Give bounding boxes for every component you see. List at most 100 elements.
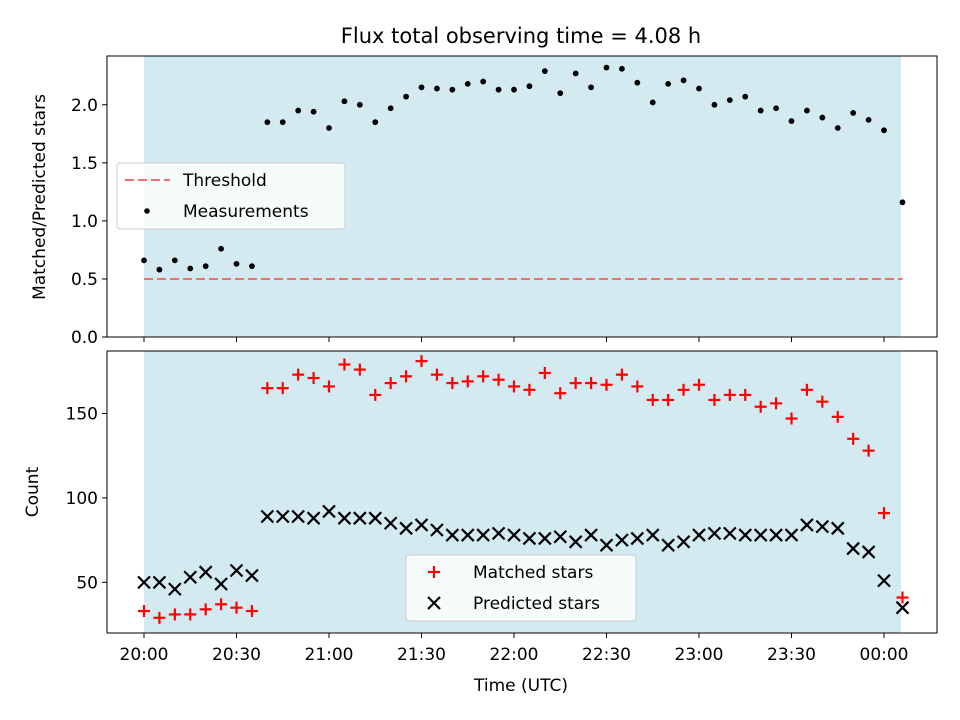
predicted-star-point bbox=[414, 518, 429, 532]
matched-star-point bbox=[631, 380, 644, 393]
matched-legend-marker bbox=[428, 566, 440, 578]
predicted-star-point bbox=[895, 600, 910, 615]
matched-star-point bbox=[847, 432, 860, 445]
matched-star-point bbox=[677, 383, 690, 396]
matched-star-point bbox=[538, 366, 551, 379]
matched-star-point bbox=[693, 378, 705, 391]
measurement-point bbox=[341, 98, 348, 105]
top-x-ticks bbox=[143, 337, 885, 342]
matched-star-point bbox=[862, 444, 875, 457]
measurement-point bbox=[881, 127, 887, 134]
predicted-star-point bbox=[337, 511, 352, 525]
x-tick-label: 20:00 bbox=[120, 645, 169, 665]
measurement-point bbox=[387, 105, 394, 112]
measurement-point bbox=[665, 80, 672, 87]
measurement-point bbox=[310, 108, 317, 115]
top-y-ticks: 0.0 0.5 1.0 1.5 2.0 bbox=[71, 96, 107, 348]
matched-star-point bbox=[245, 605, 258, 618]
measurement-point bbox=[171, 257, 178, 264]
measurement-point bbox=[726, 97, 733, 104]
measurement-point bbox=[418, 84, 425, 91]
predicted-star-point bbox=[676, 535, 691, 549]
matched-star-point bbox=[569, 377, 582, 390]
bottom-y-tick-label: 50 bbox=[76, 573, 98, 593]
matched-star-point bbox=[276, 382, 289, 395]
measurement-point bbox=[788, 118, 795, 124]
measurement-point bbox=[834, 125, 841, 131]
matched-star-point bbox=[646, 393, 659, 406]
predicted-star-point bbox=[214, 577, 228, 591]
measurement-point bbox=[757, 107, 764, 114]
top-axes-frame bbox=[106, 55, 938, 338]
measurement-point bbox=[865, 116, 872, 123]
measurement-point bbox=[326, 125, 332, 131]
matched-star-point bbox=[292, 368, 305, 381]
matched-star-point bbox=[662, 393, 675, 406]
top-legend: Threshold Measurements bbox=[116, 162, 346, 230]
matched-star-point bbox=[708, 393, 721, 406]
matched-star-point bbox=[831, 410, 844, 423]
predicted-star-point bbox=[692, 528, 706, 542]
predicted-star-point bbox=[723, 526, 737, 541]
predicted-star-point bbox=[507, 528, 521, 542]
matched-star-point bbox=[508, 380, 520, 393]
predicted-star-point bbox=[522, 531, 537, 546]
measurement-point bbox=[403, 93, 409, 100]
matched-stars-points bbox=[138, 355, 909, 624]
predicted-star-point bbox=[538, 531, 552, 546]
predicted-star-point bbox=[553, 529, 568, 544]
matched-star-point bbox=[585, 377, 598, 390]
predicted-star-point bbox=[353, 511, 367, 525]
top-y-tick-label: 1.0 bbox=[71, 212, 98, 232]
predicted-star-point bbox=[229, 563, 244, 578]
matched-star-point bbox=[338, 358, 351, 371]
measurement-point bbox=[711, 101, 718, 108]
measurement-point bbox=[187, 265, 194, 272]
x-tick-label: 00:00 bbox=[860, 645, 909, 665]
matched-star-point bbox=[739, 388, 752, 401]
measurement-point bbox=[899, 199, 906, 206]
measurement-point bbox=[356, 101, 363, 108]
predicted-star-point bbox=[476, 528, 490, 542]
x-axis-label: Time (UTC) bbox=[473, 676, 568, 696]
matched-star-point bbox=[153, 611, 166, 624]
measurement-point bbox=[511, 86, 517, 93]
matched-star-point bbox=[168, 608, 181, 621]
measurement-point bbox=[449, 86, 456, 93]
measurement-point bbox=[572, 70, 579, 77]
measurement-point bbox=[279, 119, 286, 126]
measurement-point bbox=[480, 78, 487, 85]
predicted-star-point bbox=[430, 523, 444, 537]
predicted-star-point bbox=[630, 531, 645, 546]
x-tick-label: 22:30 bbox=[582, 645, 631, 665]
bottom-legend: Matched stars Predicted stars bbox=[405, 554, 637, 622]
x-tick-label: 21:30 bbox=[397, 645, 446, 665]
matched-star-point bbox=[600, 378, 613, 391]
measurement-point bbox=[696, 85, 702, 92]
predicted-star-point bbox=[661, 538, 675, 552]
matched-star-point bbox=[400, 370, 413, 383]
measurement-point bbox=[603, 64, 610, 71]
predicted-star-point bbox=[877, 573, 891, 588]
measurement-point bbox=[634, 79, 641, 86]
predicted-star-point bbox=[738, 528, 753, 542]
matched-star-point bbox=[878, 507, 890, 520]
matched-star-point bbox=[261, 382, 274, 395]
predicted-star-point bbox=[645, 528, 660, 542]
matched-star-point bbox=[554, 387, 567, 400]
threshold-legend-label: Threshold bbox=[182, 171, 267, 191]
x-tick-label: 20:30 bbox=[212, 645, 261, 665]
predicted-star-point bbox=[830, 521, 845, 536]
x-tick-label: 22:00 bbox=[490, 645, 539, 665]
measurement-point bbox=[680, 77, 687, 84]
bottom-legend-box bbox=[405, 554, 637, 622]
measurement-point bbox=[218, 245, 224, 252]
measurement-point bbox=[464, 80, 471, 87]
matched-star-point bbox=[800, 383, 813, 396]
chart-title: Flux total observing time = 4.08 h bbox=[341, 24, 701, 48]
bottom-y-tick-label: 150 bbox=[66, 404, 98, 424]
matched-star-point bbox=[770, 397, 783, 410]
predicted-star-point bbox=[846, 541, 860, 556]
predicted-star-point bbox=[245, 568, 259, 583]
